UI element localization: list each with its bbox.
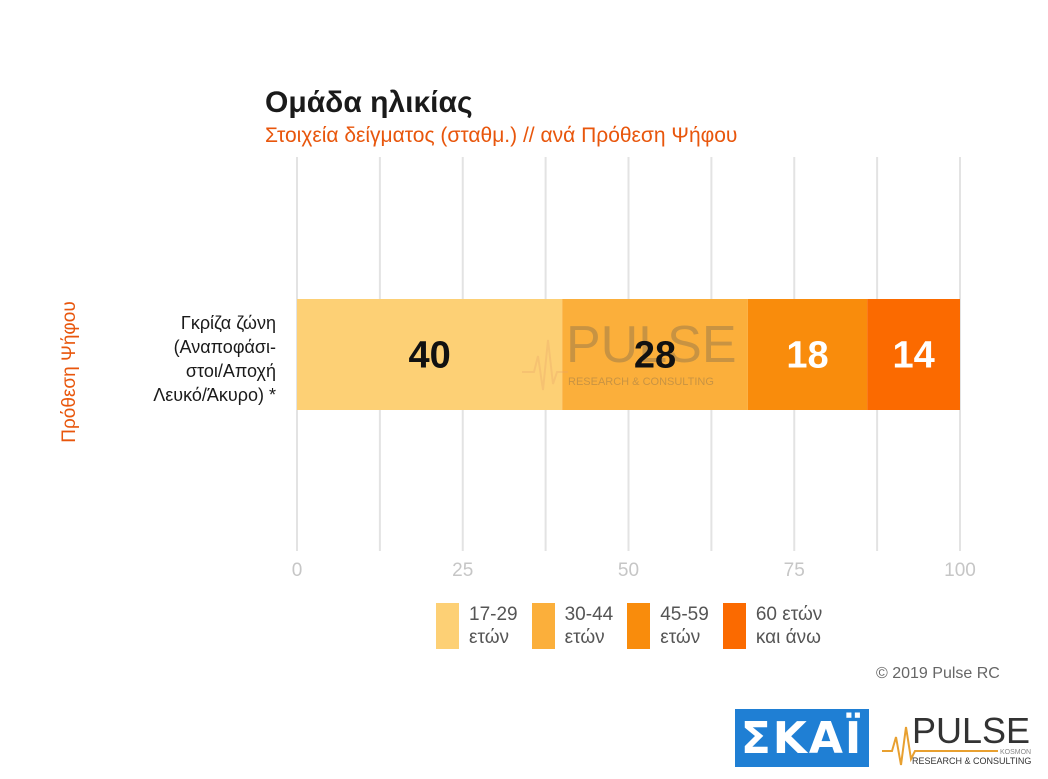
watermark-wave xyxy=(522,339,568,391)
legend-swatch xyxy=(627,603,651,649)
copyright-text: © 2019 Pulse RC xyxy=(876,665,1000,682)
data-label: 28 xyxy=(634,335,676,377)
skai-logo-text: ΣΚΑΪ xyxy=(740,712,864,764)
pulse-logo-text: PULSE xyxy=(912,710,1030,751)
x-tick-label: 75 xyxy=(784,560,805,581)
legend-swatch xyxy=(436,603,459,649)
legend-swatch xyxy=(531,603,555,649)
legend-label: 60 ετών και άνω xyxy=(755,604,823,648)
x-axis-ticks: 0 25 50 75 100 xyxy=(292,560,976,581)
skai-logo: ΣΚΑΪ xyxy=(735,709,869,767)
data-label: 18 xyxy=(786,335,828,377)
legend-label: 30-44 ετών xyxy=(564,604,614,648)
x-tick-label: 25 xyxy=(452,560,473,581)
legend-label: 17-29 ετών xyxy=(469,604,518,648)
watermark-subtext: RESEARCH & CONSULTING xyxy=(568,376,714,388)
legend-item-17-29: 17-29 ετών xyxy=(436,603,518,649)
legend-item-30-44: 30-44 ετών xyxy=(531,603,614,649)
data-labels: 40 28 18 14 xyxy=(408,335,934,377)
bar-segment xyxy=(297,299,563,410)
chart-subtitle: Στοιχεία δείγματος (σταθμ.) // ανά Πρόθε… xyxy=(265,124,738,147)
bar-segment xyxy=(747,299,868,410)
bars xyxy=(297,299,960,410)
x-tick-label: 50 xyxy=(618,560,639,581)
data-label: 14 xyxy=(892,335,934,377)
watermark-text: PULSE xyxy=(566,316,737,374)
legend: 17-29 ετών 30-44 ετών 45-59 ετών 60 ετών… xyxy=(436,603,822,649)
x-tick-label: 100 xyxy=(944,560,976,581)
legend-label: 45-59 ετών xyxy=(660,604,709,648)
x-tick-label: 0 xyxy=(292,560,303,581)
pulse-logo-tag: KOSMON xyxy=(1000,749,1031,756)
legend-item-45-59: 45-59 ετών xyxy=(627,603,709,649)
pulse-logo-subtext: RESEARCH & CONSULTING xyxy=(912,756,1031,766)
pulse-logo-wave xyxy=(882,726,924,766)
bar-segment xyxy=(562,299,748,410)
pulse-watermark: PULSE RESEARCH & CONSULTING xyxy=(522,316,737,391)
bar-segment xyxy=(867,299,960,410)
chart-title: Ομάδα ηλικίας xyxy=(265,86,473,119)
pulse-logo: PULSE KOSMON RESEARCH & CONSULTING xyxy=(882,710,1031,766)
category-label: Γκρίζα ζώνη (Αναποφάσι- στοι/Αποχή Λευκό… xyxy=(153,313,276,405)
data-label: 40 xyxy=(408,335,450,377)
legend-swatch xyxy=(722,603,746,649)
legend-item-60-plus: 60 ετών και άνω xyxy=(722,603,823,649)
